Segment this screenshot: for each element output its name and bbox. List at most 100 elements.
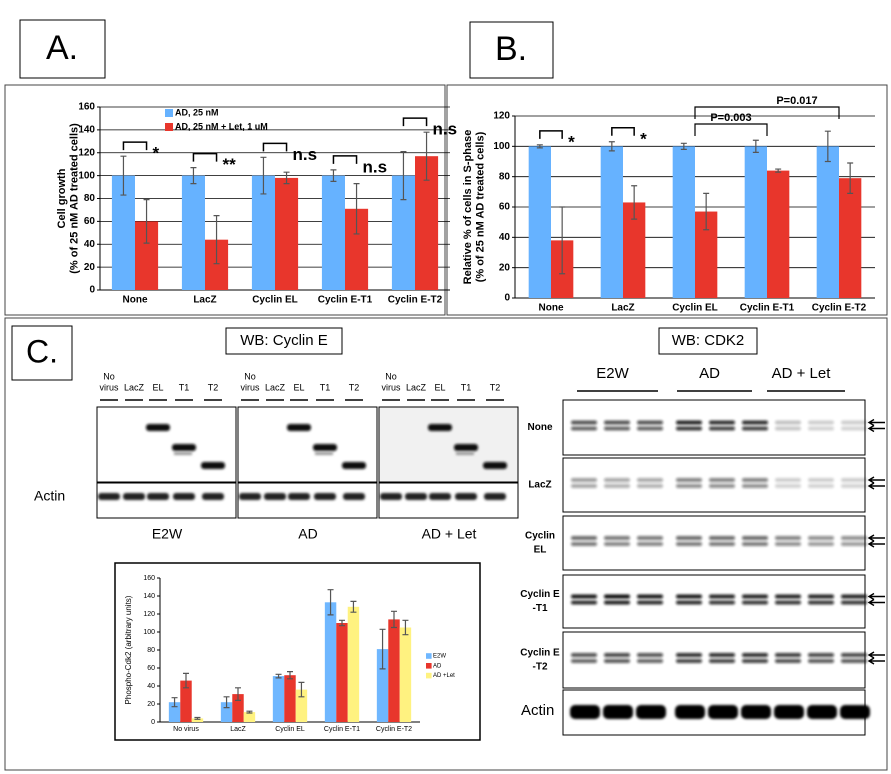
band	[775, 600, 801, 605]
band	[637, 536, 663, 540]
bar	[111, 175, 135, 290]
band	[637, 426, 663, 431]
bar	[744, 146, 767, 298]
band	[675, 705, 705, 719]
panel-b-frame	[446, 84, 888, 316]
lane-label: LacZ	[406, 382, 427, 392]
band	[239, 493, 261, 500]
band	[775, 659, 801, 663]
bar	[295, 689, 308, 722]
band	[405, 493, 427, 500]
band	[775, 653, 801, 657]
band	[637, 659, 663, 663]
error-bar	[703, 192, 710, 231]
x-tick-label: None	[539, 303, 564, 314]
band	[709, 484, 735, 488]
error-bar	[752, 139, 759, 153]
band	[604, 659, 630, 663]
error-bar	[402, 619, 409, 636]
band	[709, 653, 735, 657]
error-bar	[298, 681, 305, 698]
bracket	[611, 127, 635, 136]
bar	[321, 175, 345, 290]
bar	[816, 146, 839, 298]
x-tick-label: Cyclin EL	[252, 295, 298, 306]
bar	[251, 175, 275, 290]
band	[742, 420, 768, 425]
bar	[275, 177, 299, 290]
error-bar	[120, 155, 127, 196]
panel-c-frame	[4, 317, 888, 771]
band	[808, 653, 834, 657]
annotation: n.s	[293, 145, 318, 164]
y-tick-label: 20	[147, 701, 155, 708]
lane-label: T1	[461, 382, 472, 392]
band	[841, 653, 867, 657]
y-axis-label: (% of 25 nM AD treated cells)	[68, 123, 80, 274]
label-box	[11, 325, 73, 381]
bracket	[694, 123, 768, 136]
band	[571, 659, 597, 663]
y-tick-label: 20	[84, 262, 96, 273]
group-label: AD + Let	[772, 365, 832, 382]
band	[604, 594, 630, 599]
y-tick-label: 140	[143, 593, 155, 600]
band	[709, 542, 735, 546]
band	[604, 426, 630, 431]
band	[315, 452, 333, 455]
bar	[324, 602, 337, 722]
error-bar	[536, 144, 543, 149]
y-tick-label: 160	[78, 102, 95, 113]
bar	[415, 156, 439, 290]
band	[637, 653, 663, 657]
arrow	[867, 418, 885, 433]
error-bar	[223, 696, 230, 709]
legend-swatch	[426, 653, 432, 659]
panel-a-frame	[4, 84, 446, 316]
band	[676, 659, 702, 663]
blot-title: WB: Cyclin E	[240, 332, 328, 349]
row-label: None	[528, 422, 553, 433]
group-label: E2W	[596, 365, 629, 382]
band	[604, 420, 630, 425]
x-tick-label: LacZ	[193, 295, 216, 306]
error-bar	[246, 710, 253, 714]
band	[775, 420, 801, 425]
error-bar	[275, 673, 282, 679]
band	[454, 444, 478, 451]
y-tick-label: 60	[147, 665, 155, 672]
band	[808, 536, 834, 540]
band	[571, 600, 597, 605]
bar	[672, 146, 695, 298]
error-bar	[183, 672, 189, 689]
band	[637, 478, 663, 482]
band	[775, 478, 801, 482]
bar	[767, 170, 790, 298]
band	[807, 705, 837, 719]
lane-label: No	[103, 371, 115, 381]
bracket	[192, 152, 218, 162]
annotation: *	[153, 144, 160, 163]
band	[841, 420, 867, 425]
y-tick-label: 0	[89, 285, 95, 296]
error-bar	[824, 130, 831, 163]
band	[604, 600, 630, 605]
bar	[272, 676, 285, 722]
band	[428, 424, 452, 431]
error-bar	[608, 141, 615, 152]
band	[808, 426, 834, 431]
lane-label: LacZ	[265, 382, 286, 392]
band	[808, 420, 834, 425]
band	[676, 542, 702, 546]
panel-label: A.	[46, 29, 78, 67]
error-bar	[391, 610, 397, 629]
y-tick-label: 0	[151, 719, 155, 726]
legend-swatch	[426, 672, 432, 679]
band	[709, 659, 735, 663]
band	[571, 484, 597, 488]
y-axis-label: Relative % of cells in S-phase	[462, 130, 474, 285]
y-tick-label: 40	[84, 239, 96, 250]
annotation: *	[568, 132, 575, 151]
group-label: E2W	[152, 526, 183, 542]
